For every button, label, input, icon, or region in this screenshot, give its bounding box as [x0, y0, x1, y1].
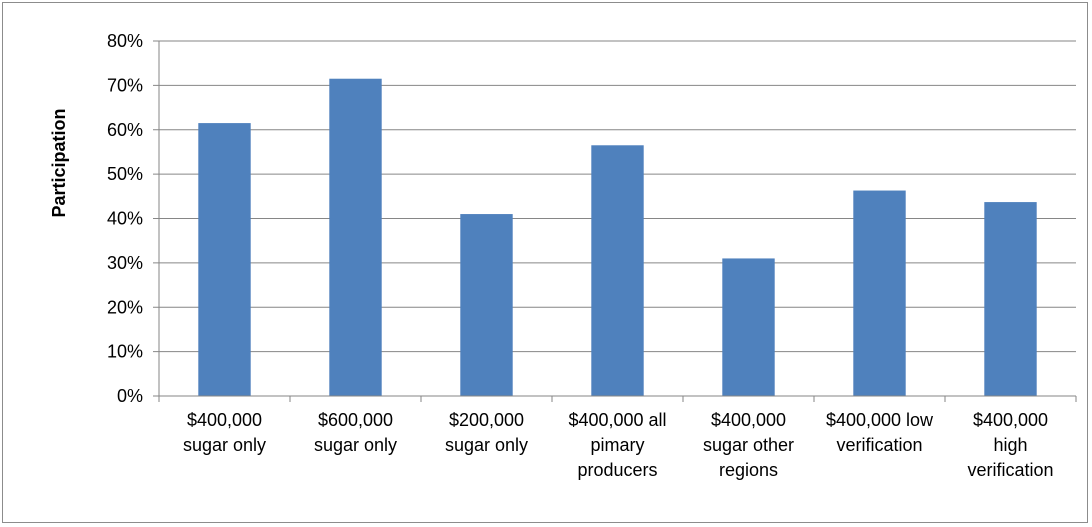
bar-chart: 0% 10% 20% 30% 40% 50% 60% 70% 80% $400,000 sugar…: [49, 31, 1077, 480]
bar: [853, 190, 906, 396]
bar: [329, 78, 382, 396]
bar: [984, 202, 1037, 396]
y-tick-label: 40%: [107, 209, 143, 229]
bar: [591, 145, 644, 396]
bar: [198, 123, 251, 396]
y-tick-label: 0%: [117, 386, 143, 406]
y-tick-label: 20%: [107, 297, 143, 317]
y-tick-label: 60%: [107, 120, 143, 140]
y-axis-title: Participation: [49, 108, 69, 217]
x-category-labels: $400,000 sugar only $600,000 sugar only $200…: [183, 410, 1054, 480]
y-tick-label: 80%: [107, 31, 143, 51]
y-tick-label: 10%: [107, 342, 143, 362]
bars: [198, 78, 1037, 396]
y-tick-label: 70%: [107, 75, 143, 95]
y-tick-labels: 0% 10% 20% 30% 40% 50% 60% 70% 80%: [107, 31, 143, 406]
bar: [460, 214, 513, 396]
x-category-label: $400,000 all pimary producers: [568, 410, 666, 480]
x-category-label: $400,000 sugar only: [183, 410, 266, 455]
bar: [722, 258, 775, 396]
x-category-label: $200,000 sugar only: [445, 410, 528, 455]
axes: [153, 40, 1077, 402]
y-tick-label: 30%: [107, 253, 143, 273]
x-category-label: $400,000 sugar other regions: [703, 410, 794, 480]
x-category-label: $600,000 sugar only: [314, 410, 397, 455]
x-category-label: $400,000 high verification: [967, 410, 1053, 480]
y-tick-label: 50%: [107, 164, 143, 184]
x-category-label: $400,000 low verification: [826, 410, 934, 455]
